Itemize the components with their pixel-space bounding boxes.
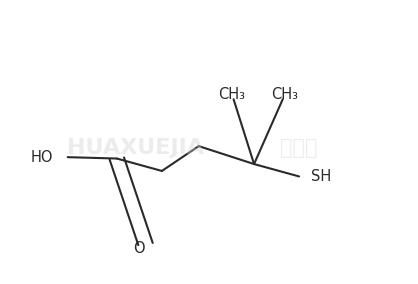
Text: CH₃: CH₃ xyxy=(218,87,245,102)
Text: O: O xyxy=(133,241,145,256)
Text: HUAXUEJIA: HUAXUEJIA xyxy=(67,137,204,158)
Text: CH₃: CH₃ xyxy=(271,87,298,102)
Text: SH: SH xyxy=(311,169,331,184)
Text: HO: HO xyxy=(31,150,54,165)
Text: 化学加: 化学加 xyxy=(280,137,318,158)
